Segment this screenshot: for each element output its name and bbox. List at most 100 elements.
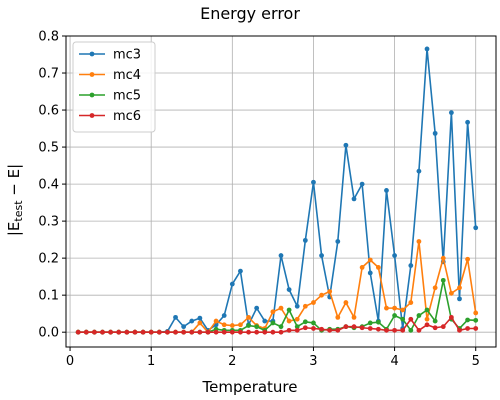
data-point-mc6 <box>286 327 292 333</box>
data-point-mc6 <box>408 316 414 322</box>
data-point-mc6 <box>473 326 479 331</box>
legend-label-mc4: mc4 <box>113 68 141 83</box>
data-point-mc4 <box>424 316 430 322</box>
data-point-mc4 <box>238 322 243 328</box>
data-point-mc6 <box>246 329 251 335</box>
data-point-mc6 <box>335 327 341 333</box>
data-point-mc5 <box>375 319 381 325</box>
data-point-mc3 <box>181 324 187 330</box>
grid <box>66 35 496 347</box>
data-point-mc4 <box>197 320 203 326</box>
data-point-mc6 <box>148 329 154 335</box>
data-point-mc5 <box>424 307 430 313</box>
data-point-mc5 <box>294 324 300 330</box>
data-point-mc4 <box>408 300 414 305</box>
data-point-mc6 <box>156 329 162 335</box>
data-point-mc4 <box>229 323 235 328</box>
data-point-mc6 <box>132 329 138 335</box>
data-point-mc4 <box>359 264 365 270</box>
data-point-mc6 <box>392 327 397 333</box>
data-point-mc3 <box>448 110 454 116</box>
y-tick-label: 0.8 <box>38 30 59 45</box>
series-mc6 <box>75 314 479 335</box>
x-axis-ticks: 0 1 2 3 4 5 <box>66 347 480 369</box>
data-point-mc3 <box>189 318 195 324</box>
data-point-mc5 <box>254 324 260 330</box>
data-point-mc3 <box>278 253 284 258</box>
data-point-mc5 <box>465 317 471 323</box>
data-point-mc3 <box>311 179 316 185</box>
data-point-mc4 <box>221 322 227 328</box>
data-point-mc5 <box>367 320 373 326</box>
data-point-mc3 <box>319 253 324 258</box>
data-point-mc6 <box>343 324 349 330</box>
data-point-mc4 <box>311 300 316 305</box>
data-point-mc6 <box>229 329 235 335</box>
data-point-mc5 <box>270 320 276 326</box>
data-point-mc4 <box>448 290 454 296</box>
x-tick-label: 3 <box>309 354 317 369</box>
data-point-mc6 <box>140 329 146 335</box>
legend-marker-mc3 <box>89 51 95 57</box>
data-point-mc5 <box>416 313 422 318</box>
data-point-mc3 <box>416 168 422 174</box>
data-point-mc6 <box>375 326 381 332</box>
y-label-suffix: − E| <box>5 164 23 201</box>
data-point-mc4 <box>294 316 300 322</box>
x-tick-label: 0 <box>66 354 74 369</box>
y-label-prefix: |E <box>5 222 23 237</box>
data-point-mc3 <box>335 239 341 244</box>
data-point-mc3 <box>262 318 268 324</box>
y-tick-label: 0.4 <box>38 178 59 193</box>
y-tick-label: 0.5 <box>38 141 59 156</box>
data-point-mc3 <box>197 315 203 321</box>
data-point-mc3 <box>432 130 438 136</box>
data-point-mc3 <box>221 313 227 318</box>
data-point-mc6 <box>205 329 211 335</box>
data-point-mc6 <box>254 329 260 335</box>
data-point-mc3 <box>359 181 365 187</box>
x-axis-label: Temperature <box>201 378 297 396</box>
data-point-mc6 <box>116 329 122 335</box>
data-point-mc4 <box>286 318 292 324</box>
data-point-mc3 <box>367 270 373 276</box>
data-point-mc4 <box>384 305 389 311</box>
data-point-mc3 <box>424 46 430 52</box>
data-point-mc3 <box>351 196 357 202</box>
y-tick-label: 0.7 <box>38 67 59 82</box>
data-point-mc6 <box>262 329 268 335</box>
legend-box <box>72 41 156 133</box>
data-point-mc4 <box>457 285 462 291</box>
data-point-mc4 <box>367 257 373 263</box>
data-point-mc4 <box>343 300 349 305</box>
y-tick-label: 0.0 <box>38 326 59 341</box>
data-point-mc4 <box>327 289 333 294</box>
data-point-mc6 <box>359 325 365 331</box>
data-point-mc6 <box>432 325 438 331</box>
y-label-subscript: test <box>12 200 25 222</box>
data-point-mc6 <box>384 327 389 333</box>
x-tick-label: 1 <box>147 354 155 369</box>
data-point-mc4 <box>432 285 438 291</box>
data-point-mc4 <box>392 305 397 311</box>
data-point-mc6 <box>278 329 284 335</box>
data-point-mc3 <box>392 253 397 258</box>
data-point-mc3 <box>343 142 349 148</box>
data-point-mc6 <box>100 329 105 335</box>
data-point-mc5 <box>432 318 438 324</box>
legend: mc3 mc4 mc5 mc6 <box>72 41 156 133</box>
data-point-mc4 <box>473 310 479 316</box>
data-point-mc6 <box>416 327 422 333</box>
data-point-mc6 <box>319 326 324 332</box>
data-point-mc3 <box>465 119 471 125</box>
legend-marker-mc4 <box>89 72 95 77</box>
data-point-mc6 <box>327 327 333 333</box>
y-axis-ticks: 0.0 0.1 0.2 0.3 0.4 0.5 0.6 0.7 0.8 <box>38 30 66 341</box>
data-point-mc4 <box>400 307 406 313</box>
data-point-mc3 <box>457 296 462 302</box>
y-tick-label: 0.1 <box>38 289 59 304</box>
data-point-mc6 <box>457 327 462 333</box>
data-point-mc6 <box>221 329 227 335</box>
data-point-mc6 <box>173 329 178 335</box>
